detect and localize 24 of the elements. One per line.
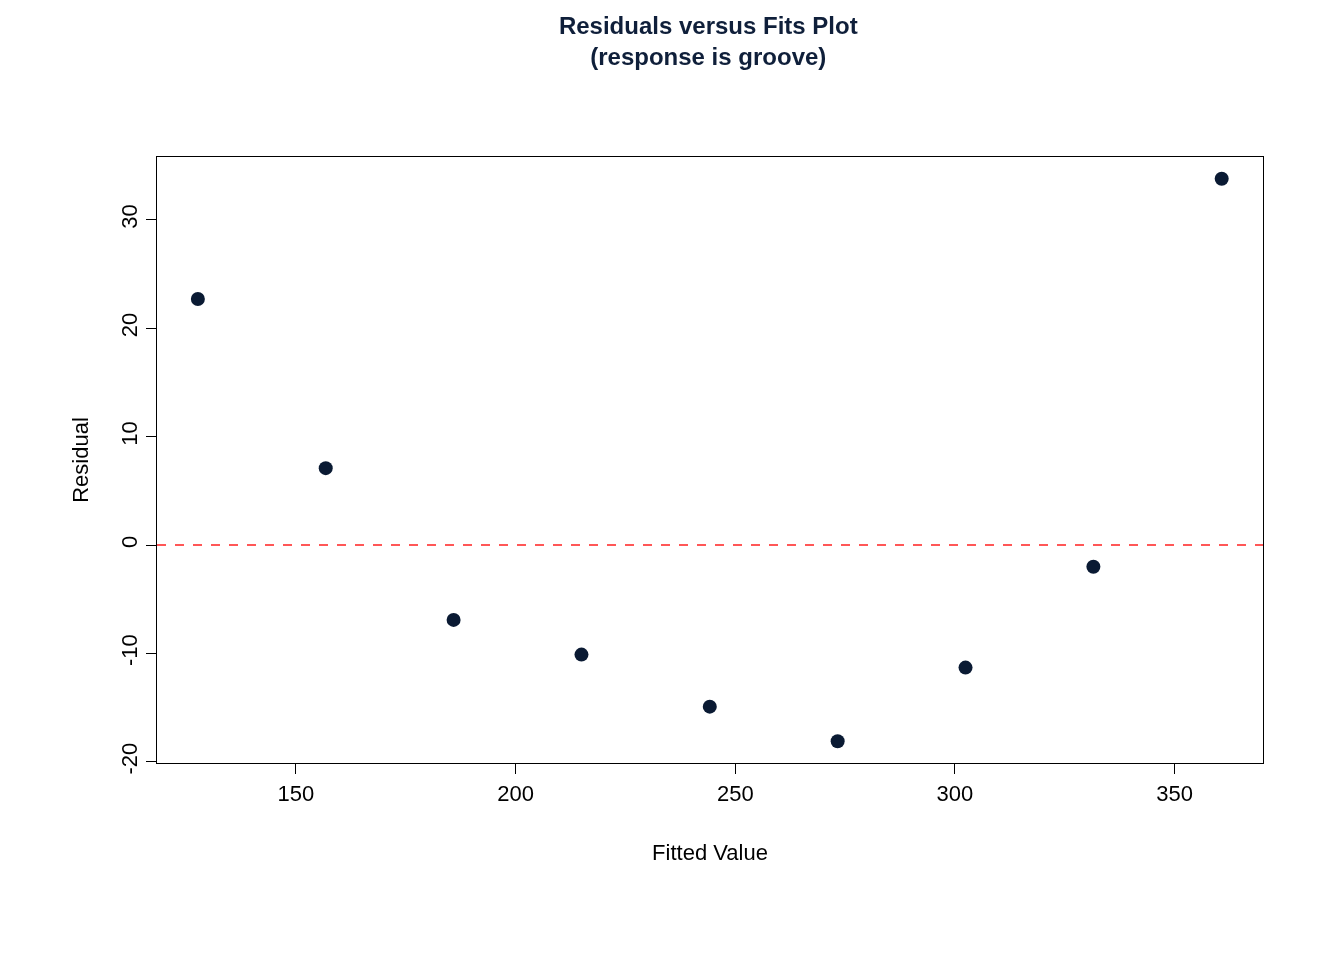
x-tick-label: 300 xyxy=(936,780,974,806)
point xyxy=(318,461,333,476)
x-tick-label: 200 xyxy=(497,780,534,806)
point xyxy=(702,699,717,714)
y-tick-label: 10 xyxy=(117,421,143,446)
point xyxy=(190,292,205,306)
y-axis-title: Residual xyxy=(67,417,93,503)
point xyxy=(830,734,845,749)
point xyxy=(446,612,461,627)
x-tick-label: 150 xyxy=(277,780,315,806)
chart-title: Residuals versus Fits Plot xyxy=(558,11,858,39)
point xyxy=(1086,559,1101,574)
x-tick-label: 350 xyxy=(1156,780,1194,806)
point xyxy=(1214,171,1229,186)
chart-subtitle: (response is groove) xyxy=(590,42,827,70)
point xyxy=(958,660,973,675)
x-tick-label: 250 xyxy=(716,780,754,806)
x-axis-title: Fitted Value xyxy=(652,840,768,866)
point xyxy=(574,647,589,662)
y-tick-label: 0 xyxy=(117,535,143,548)
y-tick-label: 20 xyxy=(117,312,143,338)
y-tick-label: 30 xyxy=(117,204,143,229)
y-tick-label: -20 xyxy=(117,742,143,775)
y-tick-label: -10 xyxy=(117,634,143,667)
